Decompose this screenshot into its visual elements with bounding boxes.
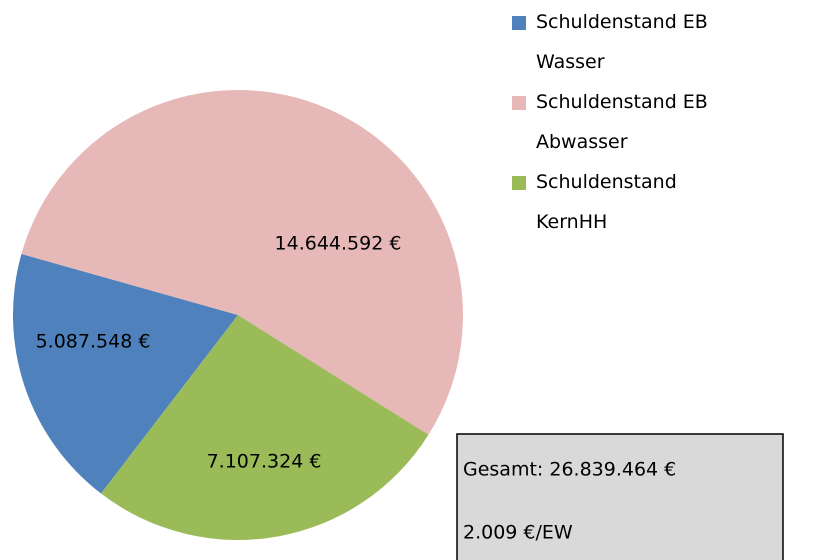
legend-label: Schuldenstand EB Wasser [536, 11, 708, 73]
pie-slice [21, 89, 464, 435]
annotation: Gesamt: 26.839.464 € [463, 459, 676, 481]
legend-label: Schuldenstand KernHH [536, 171, 677, 233]
legend-swatch [512, 16, 526, 30]
legend-label: Schuldenstand EB Abwasser [536, 91, 708, 153]
legend-item: Schuldenstand EB Wasser [512, 2, 740, 82]
data-label: 5.087.548 € [36, 331, 151, 353]
pie-slice [12, 253, 238, 494]
summary-box [456, 433, 784, 560]
data-label: 7.107.324 € [207, 451, 322, 473]
annotation: 2.009 €/EW [463, 522, 573, 544]
legend-item: Schuldenstand EB Abwasser [512, 82, 740, 162]
legend: Schuldenstand EB Wasser Schuldenstand EB … [512, 2, 740, 242]
pie-slice [101, 315, 429, 540]
legend-item: Schuldenstand KernHH [512, 162, 740, 242]
legend-swatch [512, 96, 526, 110]
pie [12, 89, 464, 540]
data-label: 14.644.592 € [275, 233, 402, 255]
legend-swatch [512, 176, 526, 190]
